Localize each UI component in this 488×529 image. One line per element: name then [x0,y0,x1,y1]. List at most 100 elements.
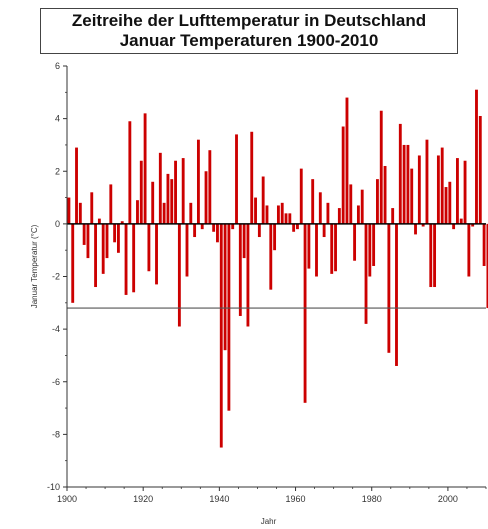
bar-1918 [136,200,139,224]
bar-1921 [147,223,151,272]
bar-2000 [448,181,452,224]
bar-1953 [269,223,273,290]
y-tick-label: -10 [47,482,60,492]
bar-1966 [318,192,322,224]
bar-2007 [475,89,478,224]
bar-1971 [337,208,341,224]
bar-1915 [124,223,128,295]
bar-1961 [299,168,303,224]
bar-1978 [364,223,368,324]
bar-1910 [105,223,109,259]
y-tick-label: 0 [55,219,60,229]
bar-2003 [459,218,463,224]
bar-1914 [120,221,124,224]
bar-1999 [444,187,448,224]
bar-1907 [94,223,97,288]
bar-1982 [379,110,383,224]
bar-1928 [174,160,177,224]
bar-1908 [97,218,101,224]
bar-1992 [417,155,421,224]
bar-1900 [67,197,71,224]
bar-1983 [383,165,387,224]
bar-2001 [452,223,456,230]
bar-1937 [208,150,212,224]
bar-1947 [246,223,250,327]
y-tick-label: 6 [55,61,60,71]
bar-1946 [242,223,246,259]
bar-1902 [75,147,78,224]
bar-1959 [292,223,296,232]
bar-1955 [276,205,280,224]
bar-1980 [372,223,376,266]
bar-2004 [463,160,467,224]
bar-1993 [421,223,425,227]
bar-1925 [162,202,166,224]
bar-1985 [391,208,395,224]
bar-1997 [436,155,440,224]
bar-1938 [212,223,216,232]
bar-1977 [360,189,364,224]
bar-1930 [181,158,185,224]
bar-1956 [280,202,284,224]
bar-1988 [402,144,406,224]
bar-1987 [398,123,402,224]
bar-1927 [170,179,174,224]
bar-1991 [414,223,417,235]
labels-layer: 6 4 2 0 -2 -4 -6 -8 -10 1900 1920 1940 1960 1980 2000 J… [30,61,458,526]
y-tick-label: 2 [55,166,60,176]
y-tick-label: -4 [52,324,60,334]
bar-1951 [261,176,265,224]
bar-1923 [155,223,158,285]
bar-1973 [345,97,349,224]
bar-1940 [219,223,223,448]
x-tick-label: 1960 [286,494,306,504]
bar-1952 [265,205,269,224]
bar-1990 [410,168,414,224]
bar-1933 [193,223,197,238]
bar-1969 [330,223,334,274]
y-axis-title: Januar Temperatur (°C) [30,224,39,308]
bar-1943 [231,223,235,230]
bar-1911 [109,184,113,224]
bar-2002 [456,158,459,224]
bar-1996 [433,223,437,288]
bar-1994 [425,139,429,224]
bar-1906 [90,192,94,224]
bar-1975 [353,223,357,261]
bar-1941 [223,223,227,351]
bar-1935 [200,223,204,230]
bar-1957 [284,213,288,224]
bar-1967 [322,223,326,238]
y-tick-label: -2 [52,272,60,282]
bar-1939 [216,223,219,243]
bar-1948 [250,131,254,224]
bars-layer [67,89,488,448]
bar-1984 [387,223,391,353]
bar-1936 [204,171,208,224]
bar-2005 [467,223,471,277]
bar-1954 [273,223,277,251]
bar-1976 [356,205,360,224]
bar-2010 [486,223,488,309]
x-tick-label: 2000 [438,494,458,504]
x-tick-label: 1900 [57,494,77,504]
bar-1989 [406,144,410,224]
bar-1945 [238,223,242,316]
bar-1904 [82,223,86,245]
bar-1942 [227,223,231,411]
bar-1970 [334,223,337,272]
bar-1929 [177,223,181,327]
bar-1981 [376,179,379,224]
x-tick-label: 1980 [362,494,382,504]
bar-1965 [315,223,318,277]
y-tick-label: 4 [55,114,60,124]
chart-subtitle: Januar Temperaturen 1900-2010 [119,31,379,50]
bar-1913 [116,223,120,253]
bar-1901 [71,223,75,303]
axes-layer [63,65,487,491]
bar-1932 [189,202,193,224]
bar-1934 [196,139,200,224]
bar-1972 [341,126,345,224]
bar-1986 [395,223,398,366]
